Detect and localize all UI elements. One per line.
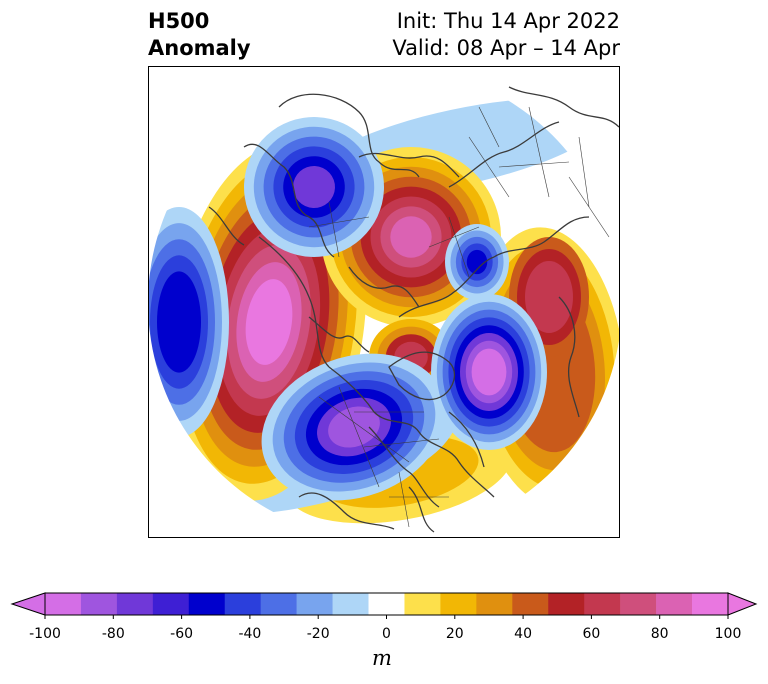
coastline-segment [408, 486, 435, 533]
title-valid-range: Valid: 08 Apr – 14 Apr [392, 36, 620, 60]
title-variable: H500 [148, 9, 210, 33]
colorbar-tick-label: 40 [514, 626, 533, 642]
colorbar-tick-label: -80 [101, 626, 125, 642]
small-trough [445, 224, 509, 300]
colorbar-tick-label: -60 [170, 626, 194, 642]
map-corner-mask [149, 67, 619, 537]
title-anomaly: Anomaly [148, 36, 251, 60]
colorbar-tick-label: -40 [238, 626, 262, 642]
coastline-segment [348, 266, 420, 308]
polar-ridge-level [390, 216, 432, 258]
colorbar-segment [368, 593, 405, 615]
colorbar-segment [512, 593, 549, 615]
colorbar-segment [80, 593, 118, 615]
coastline-segment [448, 411, 485, 468]
colorbar-segment [116, 593, 154, 615]
eastern-trough [431, 294, 547, 450]
colorbar-segment [332, 593, 369, 615]
border-segment [398, 471, 410, 528]
eastern-trough-level [471, 348, 507, 396]
colorbar-segment [476, 593, 513, 615]
map-title-right: Init: Thu 14 Apr 2022 Valid: 08 Apr – 14… [392, 8, 620, 62]
border-segment [318, 396, 410, 463]
coastline-segment [448, 121, 560, 188]
colorbar-segment [620, 593, 657, 615]
east-ridge-core [509, 237, 589, 357]
border-segment [448, 216, 470, 278]
border-segment [328, 201, 340, 258]
border-segment [478, 106, 500, 148]
border-segment [428, 226, 480, 248]
colorbar-segment [656, 593, 693, 615]
border-segment [528, 106, 550, 198]
coastline-segment [368, 426, 440, 508]
colorbar-segment [45, 593, 82, 615]
colorbar-tick-label: -100 [29, 626, 61, 642]
colorbar-tick-label: 60 [582, 626, 601, 642]
colorbar-segment [548, 593, 585, 615]
colorbar-tick-label: 80 [650, 626, 669, 642]
coastline-segment [388, 351, 456, 401]
southcentral-trough-level [328, 406, 380, 448]
western-trough [149, 207, 229, 437]
small-trough-level [466, 249, 488, 275]
colorbar-segment [188, 593, 226, 615]
title-init-date: Init: Thu 14 Apr 2022 [396, 9, 620, 33]
border-segment [578, 136, 590, 208]
border-segment [308, 216, 370, 228]
anomaly-contours [149, 67, 619, 537]
border-segment [468, 136, 510, 198]
anomaly-map [149, 67, 619, 537]
colorbar-extend-min [10, 592, 46, 616]
borders [308, 106, 610, 528]
coastline-segment [508, 86, 619, 128]
colorbar-segment [224, 593, 261, 615]
northwest-trough [244, 117, 384, 257]
map-panel [148, 66, 620, 538]
colorbar-segment [404, 593, 441, 615]
border-segment [338, 386, 380, 488]
colorbar-tick-label: 0 [382, 626, 391, 642]
southcentral-trough [261, 353, 447, 501]
coastline-segment [493, 216, 590, 258]
colorbar-segment [152, 593, 190, 615]
colorbar-segment [296, 593, 333, 615]
coastline-segment [243, 143, 335, 258]
coastline-segment [258, 236, 330, 368]
colorbar-segment [260, 593, 297, 615]
coastline-segment [398, 256, 495, 318]
colorbar-segment [692, 593, 729, 615]
colorbar-segment [440, 593, 477, 615]
colorbar-tick-label: -20 [306, 626, 330, 642]
coastline-segment [308, 316, 370, 353]
west-ridge-level [245, 279, 293, 365]
coastline-segment [328, 366, 495, 498]
coastline-segment [358, 152, 460, 178]
colorbar [10, 592, 758, 619]
colorbar-tick-label: 20 [445, 626, 464, 642]
coastline-segment [558, 296, 580, 418]
western-trough-level [157, 271, 201, 373]
colorbar-segment [584, 593, 621, 615]
coastline-segment [278, 93, 420, 178]
coastlines [208, 86, 619, 533]
colorbar-extend-max [727, 592, 758, 616]
colorbar-units-label: m [372, 646, 392, 670]
coastline-segment [208, 206, 245, 246]
border-segment [498, 161, 570, 168]
coastline-segment [298, 492, 395, 530]
map-title-left: H500 Anomaly [148, 8, 251, 62]
colorbar-tick-label: 100 [714, 626, 742, 642]
northwest-trough-level [293, 166, 335, 208]
border-segment [363, 438, 440, 448]
east-ridge-core-level [525, 261, 573, 333]
